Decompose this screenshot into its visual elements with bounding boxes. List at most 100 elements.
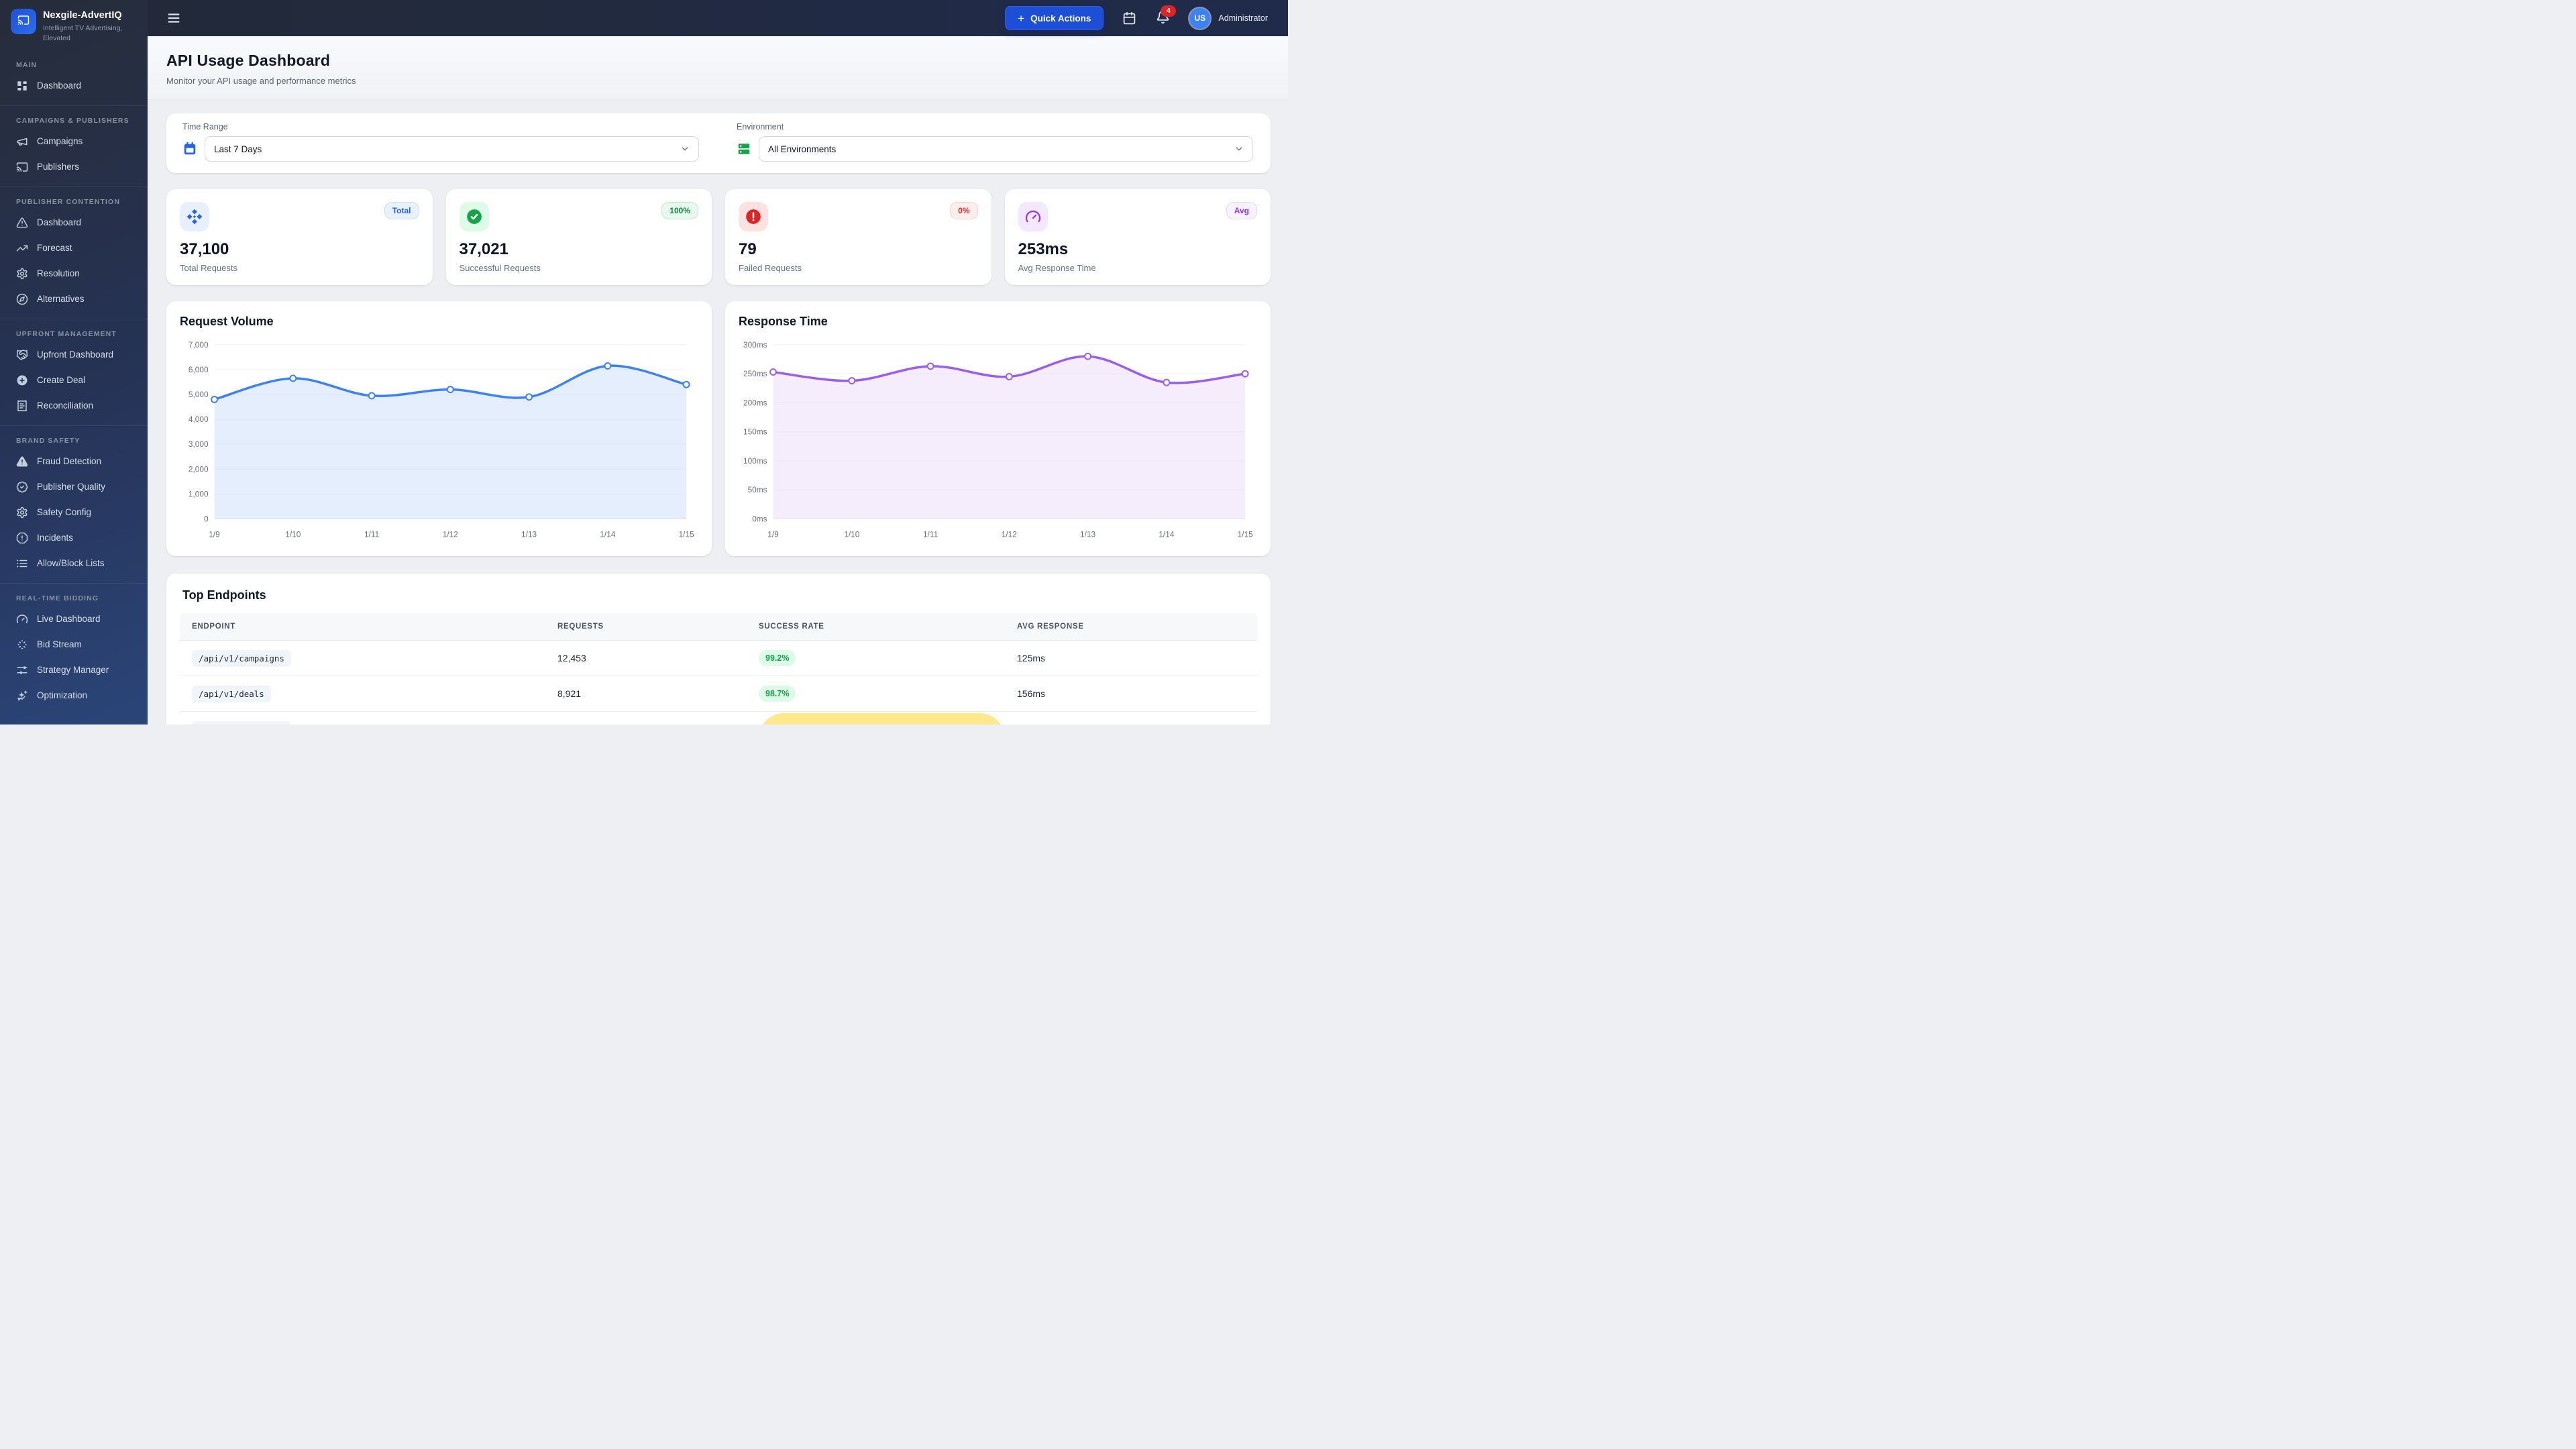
chart-title: Request Volume bbox=[180, 315, 274, 328]
user-role: Administrator bbox=[1218, 13, 1268, 23]
app-screen: Nexgile-AdvertIQ Intelligent TV Advertis… bbox=[0, 0, 1288, 724]
stat-card-failed-requests: 0% 79 Failed Requests bbox=[725, 189, 991, 285]
page-subtitle: Monitor your API usage and performance m… bbox=[166, 76, 356, 86]
compass-icon bbox=[16, 293, 28, 305]
sidebar-item-label: Bid Stream bbox=[37, 639, 82, 649]
gear-icon bbox=[16, 506, 28, 519]
environment-select[interactable]: All Environments bbox=[759, 136, 1253, 162]
table-row[interactable]: /api/v1/deals 8,921 98.7% 156ms bbox=[180, 676, 1257, 712]
sidebar-item-incidents[interactable]: Incidents bbox=[0, 525, 148, 551]
bell-icon[interactable]: 4 bbox=[1155, 5, 1177, 26]
brand-name: Nexgile-AdvertIQ bbox=[43, 10, 122, 21]
sidebar-item-campaigns[interactable]: Campaigns bbox=[0, 129, 148, 154]
stat-value: 79 bbox=[739, 240, 757, 258]
gear-icon bbox=[16, 268, 28, 280]
sidebar-item-safety-config[interactable]: Safety Config bbox=[0, 500, 148, 525]
badge-check-icon bbox=[16, 481, 28, 493]
sidebar-item-contention-dashboard[interactable]: Dashboard bbox=[0, 210, 148, 235]
request-volume-chart: 0 1,000 2,000 3,000 4,000 5,000 6,000 7,000 1/9 1… bbox=[180, 335, 698, 543]
topbar: + Quick Actions 4 US Administrator bbox=[0, 0, 1288, 36]
column-header-endpoint: ENDPOINT bbox=[192, 623, 236, 631]
sidebar-item-allow-block-lists[interactable]: Allow/Block Lists bbox=[0, 551, 148, 576]
success-rate-badge: 99.2% bbox=[759, 650, 796, 666]
stat-label: Failed Requests bbox=[739, 263, 802, 273]
requests-value: 12,453 bbox=[557, 653, 586, 663]
svg-text:1/9: 1/9 bbox=[209, 529, 220, 539]
brand-tagline: Intelligent TV Advertising, Elevated bbox=[43, 24, 123, 42]
quick-actions-button[interactable]: + Quick Actions bbox=[1005, 6, 1104, 30]
svg-text:1/10: 1/10 bbox=[285, 529, 301, 539]
sidebar-item-alternatives[interactable]: Alternatives bbox=[0, 286, 148, 312]
stat-card-avg-response-time: Avg 253ms Avg Response Time bbox=[1004, 189, 1271, 285]
avg-response-value: 156ms bbox=[1017, 688, 1046, 699]
request-volume-chart-card: Request Volume 0 1,000 2,000 3,000 4,000 5,00… bbox=[166, 301, 712, 556]
column-header-success-rate: SUCCESS RATE bbox=[759, 623, 824, 631]
stat-badge: Avg bbox=[1226, 202, 1257, 219]
endpoint-chip: /api/v1/campaigns bbox=[192, 649, 291, 667]
svg-text:1/11: 1/11 bbox=[923, 529, 938, 539]
nav-section-title: PUBLISHER CONTENTION bbox=[16, 197, 121, 206]
sidebar-item-create-deal[interactable]: Create Deal bbox=[0, 368, 148, 393]
table-row[interactable]: /api/v1/analytics 7,645 95.3% 234ms bbox=[180, 712, 1257, 724]
sidebar-item-optimization[interactable]: Optimization bbox=[0, 683, 148, 708]
environment-filter: Environment All Environments bbox=[737, 122, 1253, 162]
sidebar-item-label: Campaigns bbox=[37, 136, 83, 146]
svg-text:0ms: 0ms bbox=[752, 514, 767, 523]
plus-icon: + bbox=[1018, 11, 1025, 25]
sidebar-item-publisher-quality[interactable]: Publisher Quality bbox=[0, 474, 148, 500]
table-row[interactable]: /api/v1/campaigns 12,453 99.2% 125ms bbox=[180, 641, 1257, 676]
stat-label: Avg Response Time bbox=[1018, 263, 1096, 273]
avg-response-value: 125ms bbox=[1017, 653, 1046, 663]
endpoint-chip: /api/v1/analytics bbox=[192, 720, 291, 724]
menu-icon[interactable] bbox=[165, 9, 182, 27]
svg-text:1/13: 1/13 bbox=[521, 529, 537, 539]
sidebar-item-upfront-dashboard[interactable]: Upfront Dashboard bbox=[0, 342, 148, 368]
user-menu[interactable]: US Administrator bbox=[1188, 6, 1268, 30]
check-circle-icon bbox=[459, 202, 489, 231]
main-content: API Usage Dashboard Monitor your API usa… bbox=[148, 36, 1288, 724]
time-range-select[interactable]: Last 7 Days bbox=[205, 136, 699, 162]
sidebar-item-dashboard[interactable]: Dashboard bbox=[0, 73, 148, 99]
sidebar-item-label: Publisher Quality bbox=[37, 482, 106, 492]
svg-text:1/14: 1/14 bbox=[1159, 529, 1175, 539]
brand-logo bbox=[11, 9, 36, 34]
sidebar-item-label: Upfront Dashboard bbox=[37, 350, 114, 360]
nav-section-title: MAIN bbox=[16, 60, 38, 69]
svg-text:150ms: 150ms bbox=[743, 427, 767, 437]
sidebar-item-resolution[interactable]: Resolution bbox=[0, 261, 148, 286]
alert-circle-icon bbox=[739, 202, 768, 231]
sidebar-item-label: Reconciliation bbox=[37, 400, 94, 411]
page-header: API Usage Dashboard Monitor your API usa… bbox=[148, 36, 1288, 100]
nav-section-rtb: REAL-TIME BIDDING Live Dashboard Bid Str… bbox=[0, 582, 148, 715]
quick-actions-label: Quick Actions bbox=[1030, 13, 1091, 23]
environment-label: Environment bbox=[737, 122, 784, 131]
sidebar-item-strategy-manager[interactable]: Strategy Manager bbox=[0, 657, 148, 683]
sidebar-item-label: Optimization bbox=[37, 690, 88, 700]
sidebar-item-label: Create Deal bbox=[37, 375, 86, 385]
sidebar-item-bid-stream[interactable]: Bid Stream bbox=[0, 632, 148, 657]
svg-text:1,000: 1,000 bbox=[189, 489, 209, 498]
svg-text:1/14: 1/14 bbox=[600, 529, 616, 539]
sidebar-item-forecast[interactable]: Forecast bbox=[0, 235, 148, 261]
svg-text:1/10: 1/10 bbox=[844, 529, 860, 539]
stat-card-successful-requests: 100% 37,021 Successful Requests bbox=[445, 189, 712, 285]
time-range-label: Time Range bbox=[182, 122, 228, 131]
sidebar-item-publishers[interactable]: Publishers bbox=[0, 154, 148, 180]
endpoint-chip: /api/v1/deals bbox=[192, 685, 271, 702]
sidebar-item-reconciliation[interactable]: Reconciliation bbox=[0, 393, 148, 419]
sidebar: Nexgile-AdvertIQ Intelligent TV Advertis… bbox=[0, 0, 148, 724]
chevron-down-icon bbox=[1234, 144, 1244, 154]
column-header-avg-response: AVG RESPONSE bbox=[1017, 623, 1084, 631]
sidebar-item-fraud-detection[interactable]: Fraud Detection bbox=[0, 449, 148, 474]
sidebar-item-live-dashboard[interactable]: Live Dashboard bbox=[0, 606, 148, 632]
sidebar-item-label: Fraud Detection bbox=[37, 456, 102, 466]
sidebar-item-label: Strategy Manager bbox=[37, 665, 109, 675]
svg-text:1/15: 1/15 bbox=[1238, 529, 1254, 539]
sidebar-item-label: Safety Config bbox=[37, 507, 92, 517]
nav-section-upfront: UPFRONT MANAGEMENT Upfront Dashboard Cre… bbox=[0, 318, 148, 425]
calendar-icon[interactable] bbox=[1121, 10, 1137, 26]
chevron-down-icon bbox=[680, 144, 690, 154]
gauge-icon bbox=[1018, 202, 1048, 231]
top-endpoints-card: Top Endpoints ENDPOINT REQUESTS SUCCESS … bbox=[166, 574, 1271, 724]
stat-badge: Total bbox=[384, 202, 419, 219]
